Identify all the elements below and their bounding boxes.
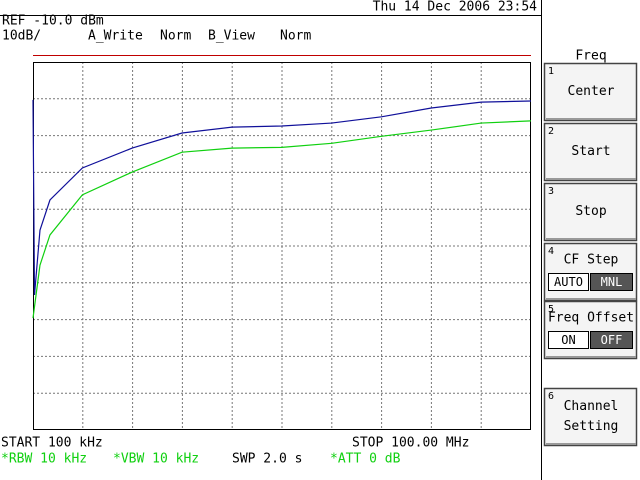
trace-a: A_Write [88,29,143,44]
plot [32,62,532,430]
softkey-label: Center [568,84,615,99]
scale: 10dB/ [2,29,41,44]
softkey-number: 6 [548,391,554,402]
softkey[interactable] [543,182,638,242]
ref-level: REF -10.0 dBm [2,14,104,29]
softkey-label: Start [571,144,610,159]
stop-freq: STOP 100.00 MHz [352,436,469,451]
option-box[interactable] [590,331,633,349]
softkey-label: Freq Offset [548,311,634,326]
plot-border [33,62,531,430]
softkey[interactable] [543,62,638,122]
sweep-time: SWP 2.0 s [232,452,302,467]
option-label: OFF [601,333,623,347]
option-label: ON [561,333,575,347]
softkey[interactable] [543,387,638,447]
option-box[interactable] [590,273,633,291]
softkey-number: 5 [548,304,554,315]
softkey-number: 1 [548,66,554,77]
trace [32,120,532,319]
trace-b: B_View [208,29,255,44]
vbw: *VBW 10 kHz [113,452,199,467]
softkey-label: Channel [564,399,619,414]
softkey-number: 3 [548,186,554,197]
attenuation: *ATT 0 dB [330,452,401,467]
softkey-number: 2 [548,126,554,137]
option-box[interactable] [548,273,589,291]
option-label: AUTO [554,275,583,289]
softkey-number: 4 [548,246,554,257]
trace [32,99,532,295]
datetime: Thu 14 Dec 2006 23:54 [373,0,538,15]
option-box[interactable] [548,331,589,349]
softkey[interactable] [543,122,638,182]
softkey-label: Stop [575,204,606,219]
menu-title: Freq [575,49,606,64]
trace-a-mode: Norm [160,29,191,44]
softkey-label: Setting [564,419,619,434]
start-freq: START 100 kHz [1,436,103,451]
trace-b-mode: Norm [280,29,311,44]
option-label: MNL [601,275,623,289]
softkey-label: CF Step [564,253,619,268]
rbw: *RBW 10 kHz [1,452,87,467]
